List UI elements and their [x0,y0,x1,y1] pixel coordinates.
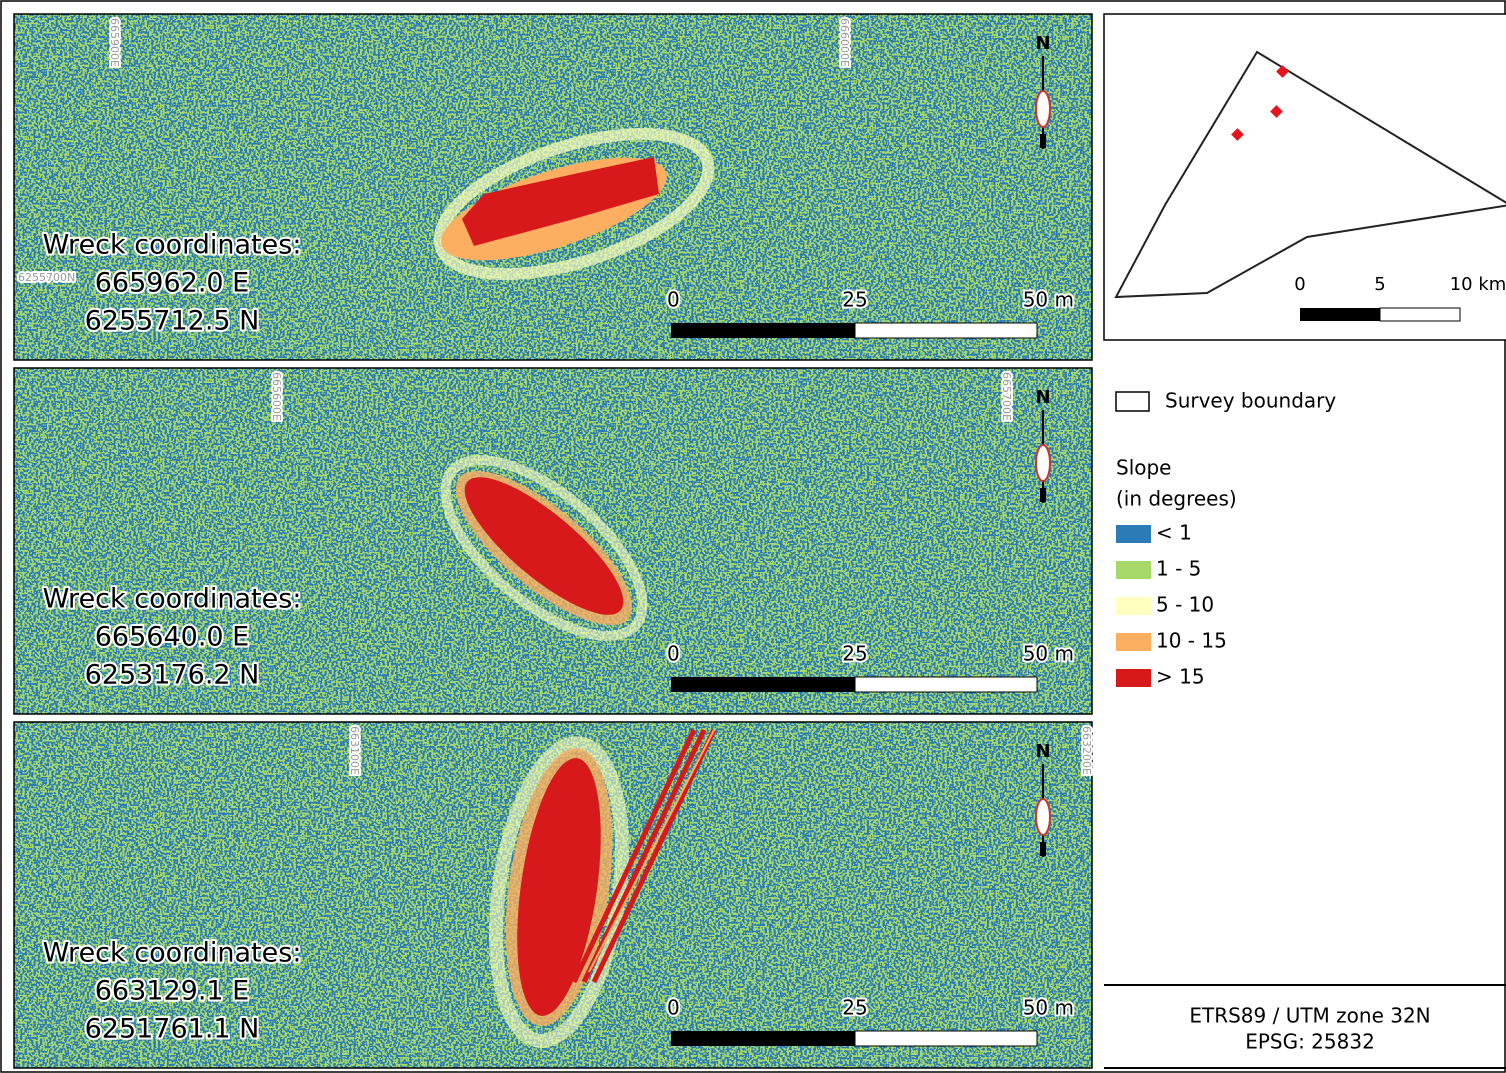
legend-label: 5 - 10 [1156,593,1214,617]
legend-label: 1 - 5 [1156,557,1201,581]
grid-label: 665900E [108,18,121,67]
coordinates-title: Wreck coordinates: [43,584,302,615]
north-label: N [1035,33,1050,54]
scale-white [855,323,1037,338]
scale-black [671,677,855,692]
legend-swatch [1116,669,1151,687]
map-figure: 665900E 666000E 6255700N Wreck coordinates:… [0,0,1506,1073]
scale-label: 0 [667,996,680,1020]
grid-label: 665700E [1000,372,1013,421]
legend-label: 10 - 15 [1156,629,1227,653]
legend-swatch [1116,525,1151,543]
northing: 6255712.5 N [85,306,260,337]
scale-label: 50 m [1023,642,1074,666]
scale-black [1300,308,1380,321]
easting: 665962.0 E [95,268,249,299]
legend-swatch [1116,561,1151,579]
map-panel: 665600E 665700E Wreck coordinates: 665640.0… [14,368,1092,714]
north-logo [1036,799,1050,835]
scale-white [1380,308,1460,321]
scale-label: 50 m [1023,288,1074,312]
legend-swatch [1116,597,1151,615]
scale-white [855,677,1037,692]
scale-label: 25 [842,288,867,312]
grid-label: 666000E [838,18,851,67]
legend-label: > 15 [1156,665,1205,689]
legend-swatch [1116,633,1151,651]
scale-white [855,1031,1037,1046]
north-logo [1036,91,1050,127]
grid-label: 663200E [1080,726,1093,775]
grid-label: 663100E [348,726,361,775]
easting: 663129.1 E [95,976,249,1007]
map-panel: 663100E 663200E Wreck coordinates: 663129.1… [14,722,1093,1068]
easting: 665640.0 E [95,622,249,653]
grid-label: 665600E [270,372,283,421]
north-logo [1036,445,1050,481]
map-panel: 665900E 666000E 6255700N Wreck coordinates:… [14,14,1092,360]
north-label: N [1035,387,1050,408]
scale-label: 0 [667,642,680,666]
boundary-swatch [1116,392,1149,411]
scale-black [671,323,855,338]
scale-label: 50 m [1023,996,1074,1020]
crs-text: EPSG: 25832 [1245,1030,1375,1054]
overview-scale-label: 5 [1374,274,1385,295]
legend-title: (in degrees) [1116,487,1237,511]
coordinates-title: Wreck coordinates: [43,938,302,969]
north-arrow-base [1040,134,1046,148]
legend-boundary: Survey boundary [1165,389,1336,413]
legend-label: < 1 [1156,521,1192,545]
crs-text: ETRS89 / UTM zone 32N [1189,1004,1430,1028]
scale-black [671,1031,855,1046]
overview-scale-label: 10 km [1450,274,1506,295]
north-arrow-base [1040,488,1046,502]
overview-scale-label: 0 [1294,274,1305,295]
scale-label: 25 [842,642,867,666]
scale-label: 25 [842,996,867,1020]
grid-label: 6255700N [18,271,75,284]
scale-label: 0 [667,288,680,312]
northing: 6253176.2 N [85,660,260,691]
legend-title: Slope [1116,456,1172,480]
north-arrow-base [1040,842,1046,856]
coordinates-title: Wreck coordinates: [43,230,302,261]
northing: 6251761.1 N [85,1014,260,1045]
north-label: N [1035,741,1050,762]
